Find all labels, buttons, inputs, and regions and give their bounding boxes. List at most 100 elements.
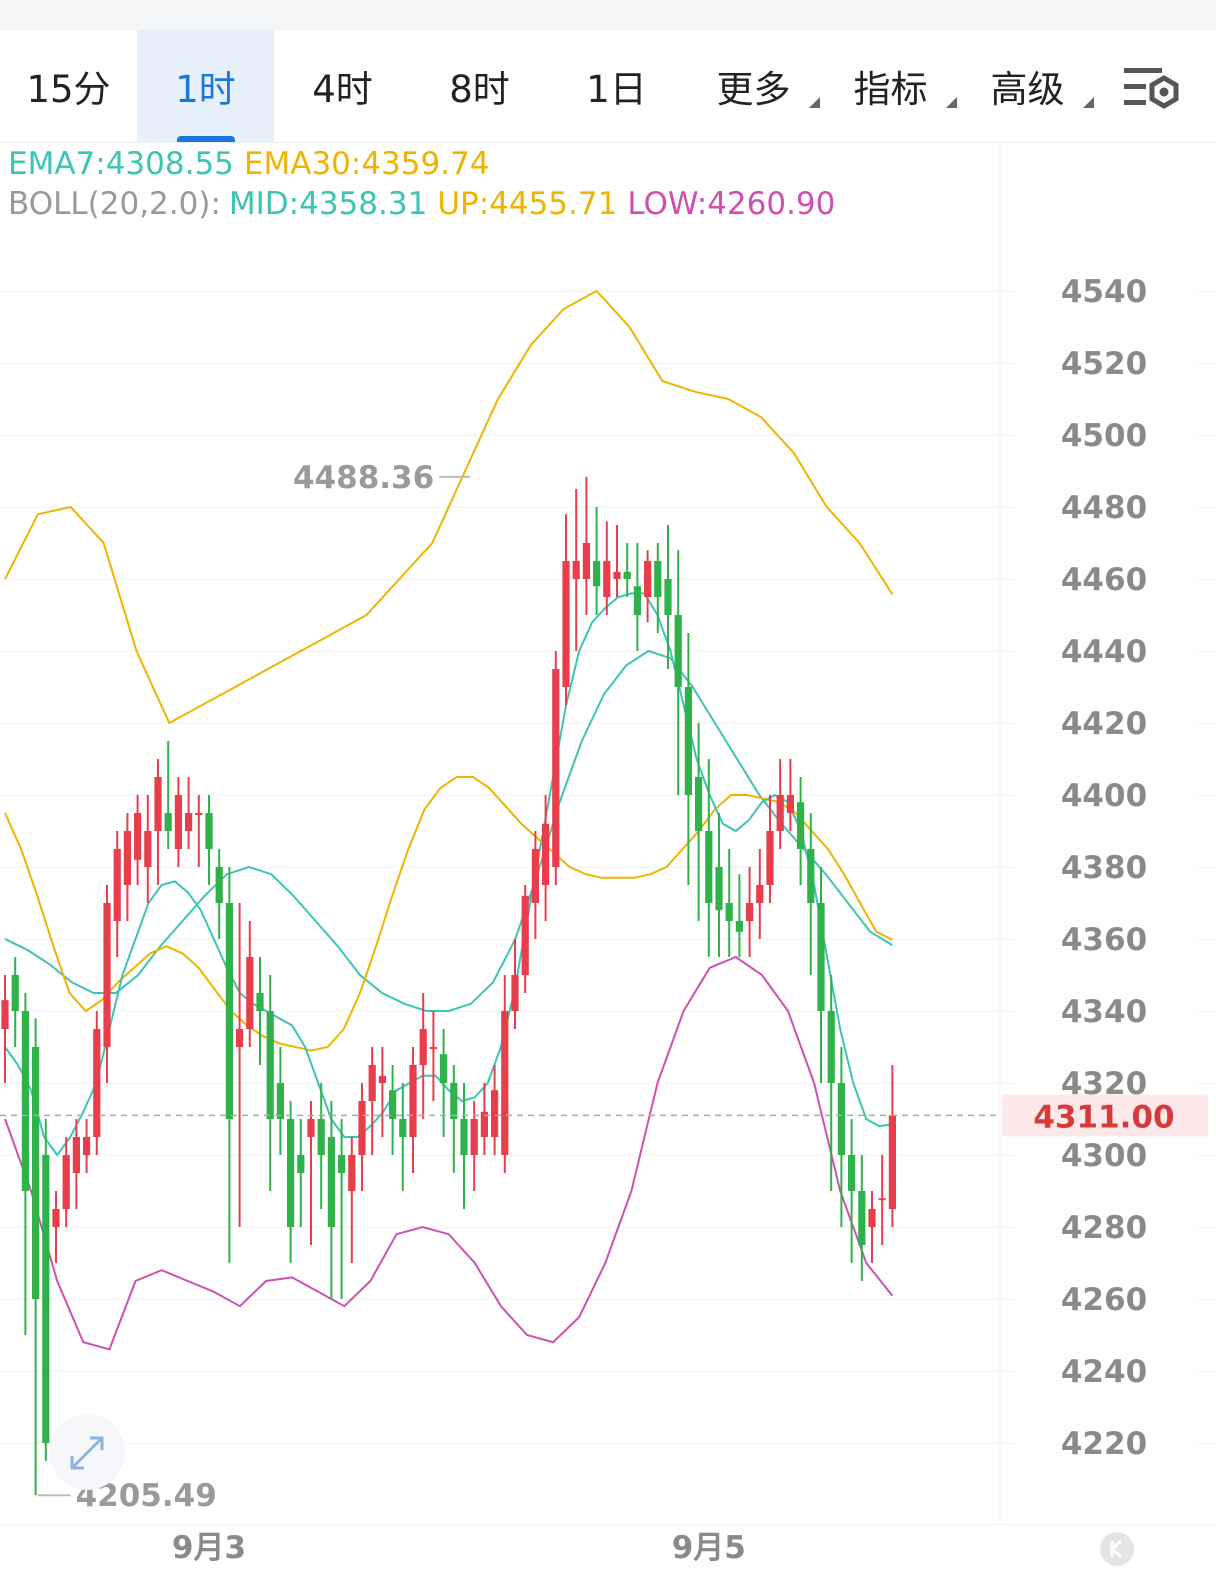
y-tick-label: 4480 (1061, 490, 1147, 526)
candle-body (287, 1119, 295, 1227)
candle-body (572, 561, 580, 579)
logo-icon (1100, 1532, 1134, 1566)
tab-4[interactable]: 1日 (548, 30, 685, 142)
y-tick-label: 4340 (1061, 994, 1147, 1030)
tab-1[interactable]: 1时 (137, 30, 274, 142)
candle-body (542, 823, 550, 885)
candle-body (113, 849, 121, 921)
boll-low-value: LOW:4260.90 (627, 186, 836, 222)
candle-body (848, 1155, 856, 1191)
high-value-label: 4488.36 (293, 460, 434, 496)
x-tick-label: 9月5 (672, 1530, 746, 1566)
y-tick-label: 4360 (1061, 922, 1147, 958)
ema30-value: EMA30:4359.74 (243, 146, 490, 182)
candle-body (72, 1137, 80, 1173)
y-tick-label: 4240 (1061, 1354, 1147, 1390)
boll-up-value: UP:4455.71 (437, 186, 618, 222)
y-tick-label: 4380 (1061, 850, 1147, 886)
ema7-value: EMA7:4308.55 (8, 146, 234, 182)
candle-body (562, 561, 570, 687)
candle-body (327, 1137, 335, 1227)
tab-label: 15分 (26, 68, 111, 111)
candle-body (83, 1137, 91, 1155)
candle-body (378, 1075, 386, 1083)
y-tick-label: 4400 (1061, 778, 1147, 814)
candle-body (480, 1111, 488, 1137)
tab-7[interactable]: 高级 (959, 30, 1096, 142)
candle-body (154, 777, 162, 831)
candle-body (174, 795, 182, 849)
tab-6[interactable]: 指标 (822, 30, 959, 142)
candle-body (664, 579, 672, 615)
candle-body (358, 1101, 366, 1155)
y-tick-label: 4420 (1061, 706, 1147, 742)
tab-0[interactable]: 15分 (0, 30, 137, 142)
y-tick-label: 4460 (1061, 562, 1147, 598)
ema30-line (4, 776, 893, 1052)
tab-2[interactable]: 4时 (274, 30, 411, 142)
candle-body (531, 849, 539, 903)
boll-label: BOLL(20,2.0): (8, 186, 221, 222)
candle-body (470, 1119, 478, 1155)
tab-label: 4时 (312, 68, 373, 111)
candle-body (103, 903, 111, 1047)
candle-body (684, 687, 692, 795)
candle-body (21, 1011, 29, 1191)
candle-body (552, 669, 560, 867)
candle-body (236, 1029, 244, 1047)
candle-body (62, 1155, 70, 1209)
candle-body (674, 615, 682, 687)
candle-body (756, 885, 764, 903)
candle-body (746, 903, 754, 921)
y-tick-label: 4260 (1061, 1282, 1147, 1318)
candle-body (766, 831, 774, 885)
candle-body (276, 1083, 284, 1119)
candle-body (521, 895, 529, 975)
candle-body (399, 1119, 407, 1137)
y-tick-label: 4300 (1061, 1138, 1147, 1174)
candle-body (93, 1029, 101, 1137)
candle-body (858, 1191, 866, 1245)
candle-body (11, 975, 19, 1011)
candle-body (797, 802, 805, 849)
candle-body (307, 1119, 315, 1137)
candle-body (32, 1047, 40, 1299)
boll-legend: BOLL(20,2.0): MID:4358.31 UP:4455.71 LOW:42… (8, 186, 845, 222)
candle-body (644, 561, 652, 597)
candle-body (654, 561, 662, 597)
boll-low-line (4, 955, 894, 1351)
tab-label: 高级 (990, 68, 1065, 111)
candle-body (440, 1054, 448, 1083)
candle-body (695, 777, 703, 831)
dropdown-caret-icon (809, 97, 820, 108)
candle-body (837, 1083, 845, 1155)
boll-mid-line (4, 649, 893, 1012)
tab-5[interactable]: 更多 (685, 30, 822, 142)
tab-3[interactable]: 8时 (411, 30, 548, 142)
tab-label: 指标 (853, 68, 928, 111)
y-tick-label: 4440 (1061, 634, 1147, 670)
candle-body (623, 571, 631, 579)
candle-body (164, 813, 172, 831)
tab-label: 1时 (175, 68, 236, 111)
chart-settings-icon[interactable] (1120, 62, 1182, 112)
y-tick-label: 4280 (1061, 1210, 1147, 1246)
candle-body (205, 813, 213, 849)
candle-body (582, 543, 590, 579)
candle-body (888, 1115, 896, 1209)
candle-body (266, 1011, 274, 1119)
candle-body (215, 867, 223, 903)
x-tick-label: 9月3 (172, 1530, 246, 1566)
candle-body (705, 831, 713, 903)
candle-body (460, 1119, 468, 1155)
expand-icon[interactable] (49, 1414, 125, 1490)
ema-legend: EMA7:4308.55 EMA30:4359.74 (8, 146, 500, 182)
candle-body (338, 1155, 346, 1173)
candle-body (368, 1065, 376, 1101)
candle-body (613, 571, 621, 579)
candle-body (1, 1000, 9, 1029)
y-tick-label: 4520 (1061, 346, 1147, 382)
status-band (0, 0, 1216, 30)
candle-body (511, 975, 519, 1011)
